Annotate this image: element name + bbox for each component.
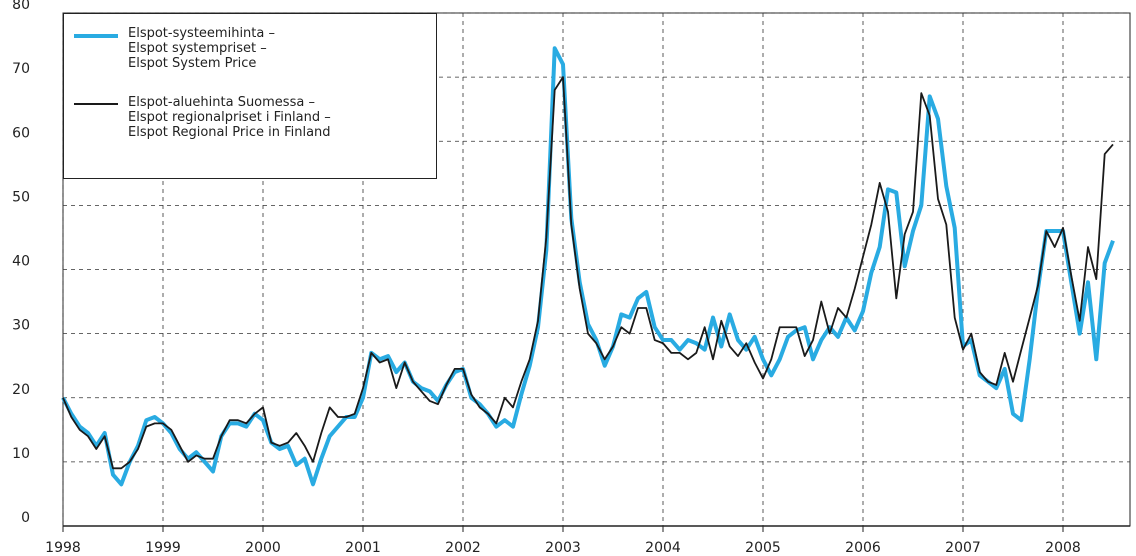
x-tick-label: 2004	[645, 540, 681, 556]
x-tick-label: 1998	[45, 540, 81, 556]
legend-swatch	[74, 103, 118, 105]
x-tick-label: 2002	[445, 540, 481, 556]
legend-swatch	[74, 34, 118, 38]
x-tick-label: 2000	[245, 540, 281, 556]
x-tick-label: 2008	[1045, 540, 1081, 556]
y-tick-label: 30	[12, 318, 30, 334]
x-tick-label: 2003	[545, 540, 581, 556]
y-tick-label: 80	[12, 0, 30, 13]
legend-item: Elspot-aluehinta Suomessa – Elspot regio…	[74, 95, 331, 140]
y-tick-label: 10	[12, 446, 30, 462]
y-tick-label: 40	[12, 254, 30, 270]
x-tick-label: 2005	[745, 540, 781, 556]
legend-item: Elspot-systeemihinta – Elspot systempris…	[74, 26, 275, 71]
y-tick-label: 20	[12, 382, 30, 398]
legend: Elspot-systeemihinta – Elspot systempris…	[63, 13, 437, 179]
legend-label: Elspot-systeemihinta – Elspot systempris…	[128, 26, 275, 71]
series-line	[61, 46, 1115, 487]
x-tick-label: 1999	[145, 540, 181, 556]
y-tick-label: 70	[12, 61, 30, 77]
y-tick-label: 60	[12, 125, 30, 141]
x-tick-label: 2001	[345, 540, 381, 556]
y-tick-label: 50	[12, 189, 30, 205]
legend-label: Elspot-aluehinta Suomessa – Elspot regio…	[128, 95, 331, 140]
x-tick-label: 2006	[845, 540, 881, 556]
x-tick-label: 2007	[945, 540, 981, 556]
series-line	[62, 76, 1114, 470]
y-tick-label: 0	[21, 510, 30, 526]
